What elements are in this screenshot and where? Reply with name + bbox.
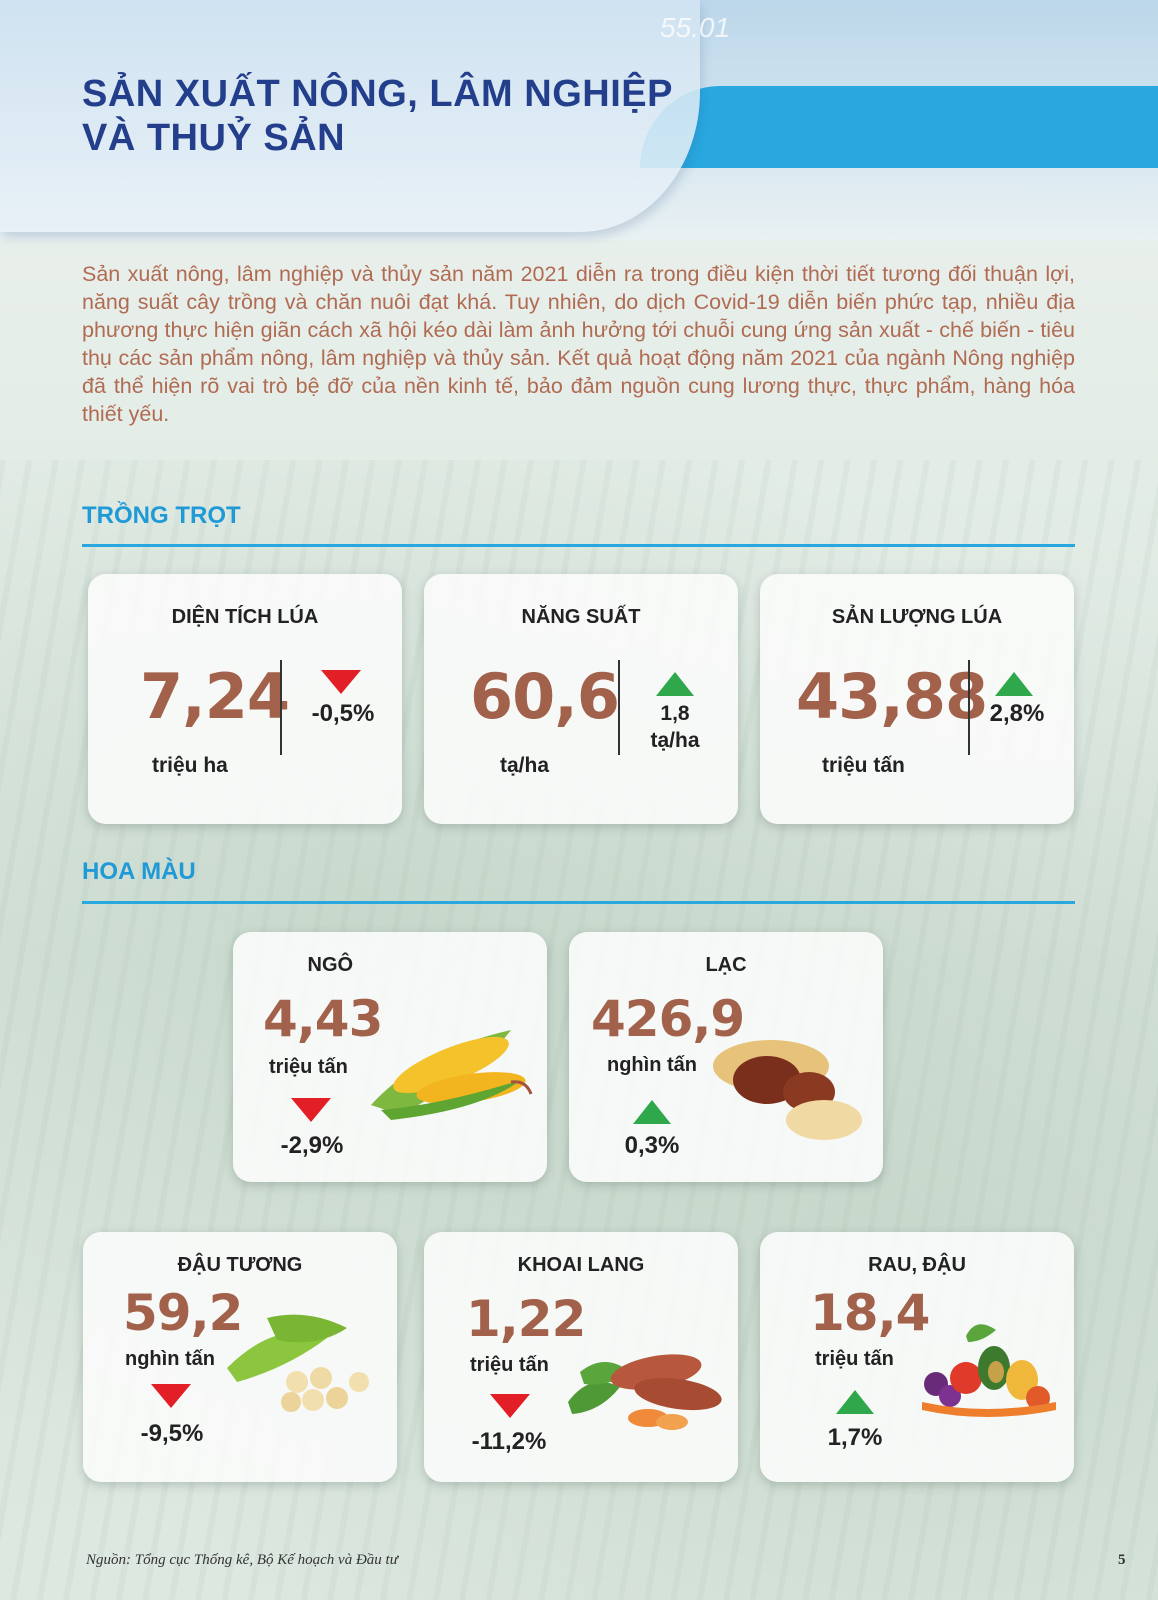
down-arrow-icon	[151, 1384, 191, 1408]
section-rule-trong-trot	[82, 544, 1075, 547]
card-soybean: ĐẬU TƯƠNG 59,2 nghìn tấn -9,5%	[83, 1232, 397, 1482]
intro-paragraph: Sản xuất nông, lâm nghiệp và thủy sản nă…	[82, 262, 1075, 426]
rice-yield-change-value: 1,8	[660, 702, 690, 725]
down-arrow-icon	[291, 1098, 331, 1122]
sweet-potato-change: -11,2%	[471, 1428, 547, 1455]
page-title: SẢN XUẤT NÔNG, LÂM NGHIỆP VÀ THUỶ SẢN	[82, 72, 722, 160]
up-arrow-icon	[995, 672, 1033, 696]
card-divider	[968, 660, 970, 755]
card-rice-area: DIỆN TÍCH LÚA 7,24 triệu ha -0,5%	[88, 574, 402, 824]
rice-yield-value: 60,6	[470, 660, 620, 733]
soybean-unit: nghìn tấn	[125, 1348, 215, 1370]
section-title-trong-trot: TRỒNG TRỌT	[82, 502, 241, 529]
corn-change: -2,9%	[280, 1132, 344, 1159]
source-note: Nguồn: Tổng cục Thống kê, Bộ Kế hoạch và…	[86, 1552, 398, 1568]
peanut-icon	[713, 1040, 862, 1140]
up-arrow-icon	[633, 1100, 671, 1124]
up-arrow-icon	[656, 672, 694, 696]
header-panel	[0, 0, 700, 232]
soybean-icon	[227, 1314, 369, 1412]
card-title: DIỆN TÍCH LÚA	[171, 606, 319, 628]
vegetables-change: 1,7%	[827, 1424, 883, 1451]
vegetables-value: 18,4	[810, 1284, 930, 1342]
corn-icon	[371, 1030, 533, 1120]
card-rice-output: SẢN LƯỢNG LÚA 43,88 triệu tấn 2,8%	[760, 574, 1074, 824]
card-vegetables: RAU, ĐẬU 18,4 triệu tấn 1,7%	[760, 1232, 1074, 1482]
sweet-potato-unit: triệu tấn	[470, 1354, 549, 1376]
header-accent-bar	[640, 86, 1158, 168]
title-line-2: VÀ THUỶ SẢN	[82, 117, 346, 159]
card-title: KHOAI LANG	[517, 1254, 645, 1276]
vegetables-icon	[922, 1324, 1056, 1417]
title-line-1: SẢN XUẤT NÔNG, LÂM NGHIỆP	[82, 73, 673, 115]
corn-value: 4,43	[263, 990, 383, 1048]
section-rule-hoa-mau	[82, 901, 1075, 904]
card-title: RAU, ĐẬU	[868, 1254, 966, 1276]
card-title: ĐẬU TƯƠNG	[177, 1254, 303, 1276]
corn-unit: triệu tấn	[269, 1056, 348, 1078]
card-rice-yield: NĂNG SUẤT 60,6 tạ/ha 1,8 tạ/ha	[424, 574, 738, 824]
vegetables-unit: triệu tấn	[815, 1348, 894, 1370]
rice-area-value: 7,24	[140, 660, 290, 733]
card-title: LẠC	[705, 954, 747, 976]
rice-output-unit: triệu tấn	[822, 754, 905, 777]
down-arrow-icon	[321, 670, 361, 694]
rice-yield-unit: tạ/ha	[500, 754, 550, 777]
rice-area-unit: triệu ha	[152, 754, 228, 777]
section-title-hoa-mau: HOA MÀU	[82, 858, 196, 885]
rice-yield-change: 1,8 tạ/ha	[630, 700, 720, 754]
soybean-change: -9,5%	[140, 1420, 204, 1447]
page-number: 5	[1118, 1552, 1126, 1568]
sweet-potato-icon	[568, 1354, 722, 1430]
sweet-potato-value: 1,22	[466, 1290, 586, 1348]
peanut-unit: nghìn tấn	[607, 1054, 697, 1076]
up-arrow-icon	[836, 1390, 874, 1414]
decor-number: 55.01	[660, 12, 731, 43]
peanut-change: 0,3%	[624, 1132, 680, 1159]
card-title: NĂNG SUẤT	[521, 606, 641, 628]
card-title: SẢN LƯỢNG LÚA	[831, 606, 1003, 628]
card-sweet-potato: KHOAI LANG 1,22 triệu tấn -11,2%	[424, 1232, 738, 1482]
rice-yield-change-unit: tạ/ha	[650, 729, 700, 752]
rice-area-change: -0,5%	[311, 700, 375, 727]
rice-output-value: 43,88	[796, 660, 988, 733]
card-divider	[618, 660, 620, 755]
soybean-value: 59,2	[123, 1284, 243, 1342]
card-peanut: LẠC 426,9 nghìn tấn 0,3%	[569, 932, 883, 1182]
peanut-value: 426,9	[591, 990, 745, 1048]
card-corn: NGÔ 4,43 triệu tấn -2,9%	[233, 932, 547, 1182]
card-divider	[280, 660, 282, 755]
down-arrow-icon	[490, 1394, 530, 1418]
rice-output-change: 2,8%	[989, 700, 1045, 727]
card-title: NGÔ	[307, 954, 354, 976]
